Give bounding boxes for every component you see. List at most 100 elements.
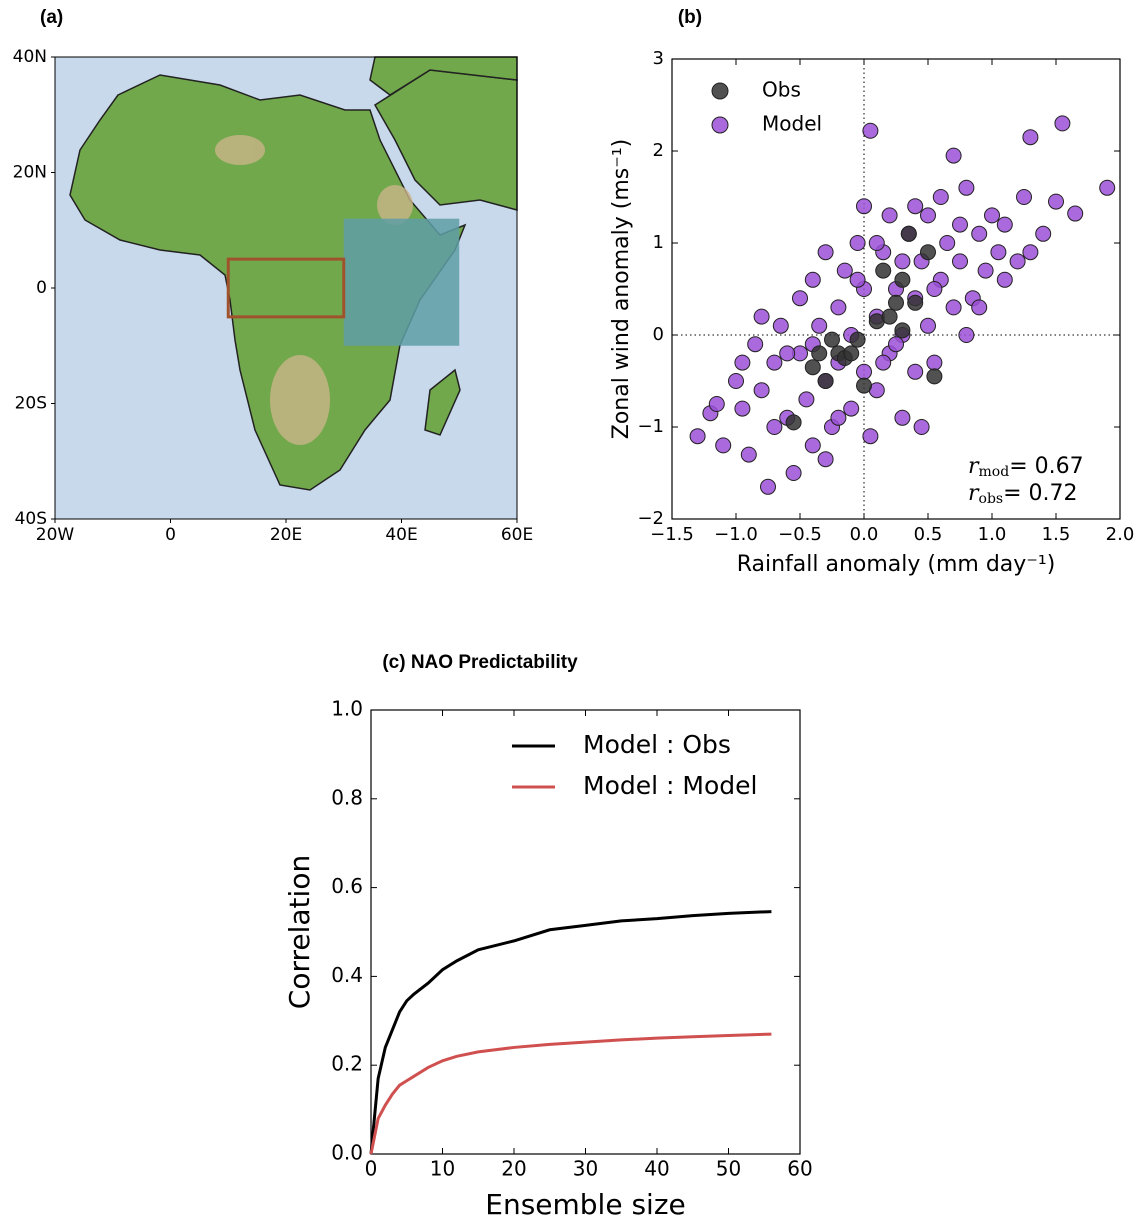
point [793,291,808,306]
x-tick-label: 50 [716,1157,741,1181]
point [850,236,865,251]
legend-marker [712,117,728,133]
region-box [344,219,460,346]
x-tick-label: 30 [573,1157,598,1181]
point [818,452,833,467]
y-tick-label: 0 [653,324,664,345]
point [991,245,1006,260]
point [901,226,916,241]
y-tick-label: 0.4 [331,963,363,987]
point [927,282,942,297]
point [850,332,865,347]
x-tick-label: −0.5 [778,524,822,545]
point [1017,190,1032,205]
x-tick-label: −1.5 [650,524,694,545]
point [837,263,852,278]
point [709,397,724,412]
y-axis-label: Zonal wind anomaly (ms⁻¹) [609,139,634,439]
legend-label: Obs [762,78,801,102]
point [959,180,974,195]
point [972,300,987,315]
point [997,272,1012,287]
point [786,415,801,430]
point [741,447,756,462]
point [831,410,846,425]
y-tick-label: 1.0 [331,697,363,721]
point [805,272,820,287]
point [933,190,948,205]
point [895,323,910,338]
y-tick-label: 20S [15,394,47,414]
point [716,438,731,453]
point [869,236,884,251]
annotation: rmod= 0.67 [968,454,1084,480]
x-tick-label: 40 [644,1157,669,1181]
legend-label: Model : Model [583,771,757,800]
x-axis-label: Ensemble size [485,1188,686,1219]
point [844,346,859,361]
x-tick-label: 20W [36,525,75,545]
point [812,346,827,361]
point [1010,254,1025,269]
point [882,208,897,223]
x-tick-label: 10 [430,1157,455,1181]
point [946,148,961,163]
series-line [371,912,771,1154]
x-tick-label: 0.0 [850,524,879,545]
point [767,355,782,370]
point [908,364,923,379]
x-tick-label: 1.0 [978,524,1007,545]
y-tick-label: 1 [653,232,664,253]
point [889,295,904,310]
x-tick-label: 2.0 [1106,524,1135,545]
point [857,199,872,214]
point [876,355,891,370]
point [940,236,955,251]
x-tick-label: 20E [270,525,302,545]
panel-title: (a) [40,7,63,28]
y-axis-label: Correlation [283,855,316,1009]
point [921,208,936,223]
y-tick-label: 0.8 [331,785,363,809]
point [895,254,910,269]
point [735,401,750,416]
point [748,337,763,352]
point [754,309,769,324]
point [985,208,1000,223]
y-tick-label: 20N [13,163,47,183]
annotation-text: = 0.72 [1003,481,1077,506]
point [908,295,923,310]
point [799,392,814,407]
point [690,429,705,444]
annotation-sub: obs [979,491,1004,507]
point [997,217,1012,232]
point [773,318,788,333]
annotation: robs= 0.72 [968,481,1078,507]
point [972,226,987,241]
x-tick-label: 0.5 [914,524,943,545]
panel-title: (c) NAO Predictability [382,652,578,673]
x-axis-label: Rainfall anomaly (mm day⁻¹) [737,552,1056,577]
point [953,217,968,232]
y-tick-label: 0 [36,278,47,298]
point [735,355,750,370]
point [1068,206,1083,221]
point [1055,116,1070,131]
point [818,245,833,260]
x-tick-label: 0 [365,1157,378,1181]
legend-marker [712,83,728,99]
point [1023,245,1038,260]
annotation-sub: mod [979,464,1010,480]
y-tick-label: 0.6 [331,874,363,898]
x-tick-label: 0 [165,525,176,545]
point [818,374,833,389]
y-tick-label: 3 [653,48,664,69]
figure: (a)40N20N020S40S20W020E40E60E(b)−2−10123… [0,0,1138,1219]
point [914,420,929,435]
y-tick-label: 40N [13,47,47,67]
series-line [371,1034,771,1154]
point [863,429,878,444]
point [754,383,769,398]
panel-title: (b) [678,7,702,28]
point [876,263,891,278]
